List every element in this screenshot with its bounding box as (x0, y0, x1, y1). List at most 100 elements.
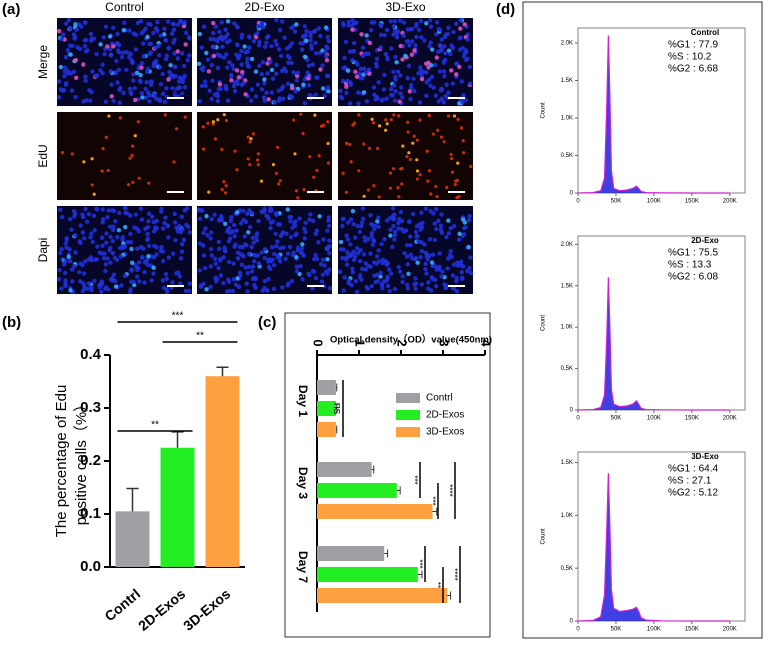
cell (450, 286, 455, 291)
cell (157, 65, 163, 70)
cell (313, 252, 318, 258)
cell (148, 79, 154, 84)
cell (461, 264, 466, 269)
error-bar (417, 570, 423, 579)
cell (165, 223, 171, 228)
cell (378, 32, 384, 38)
cell (88, 235, 93, 240)
cell (384, 218, 390, 223)
cell (321, 123, 326, 127)
cell (101, 256, 107, 261)
cell (407, 89, 412, 94)
bar (317, 504, 433, 519)
cell (309, 46, 314, 51)
cell (369, 234, 375, 239)
error-bar (335, 404, 338, 413)
cell (111, 208, 117, 214)
cell (209, 216, 214, 222)
cell (211, 30, 216, 36)
cell (278, 53, 284, 59)
cell (399, 218, 405, 224)
cell (300, 277, 305, 282)
cell (259, 250, 264, 255)
stat-label: %G2 : 6.68 (668, 64, 718, 75)
cell (241, 217, 246, 223)
cell (169, 31, 175, 36)
cell (376, 215, 381, 220)
cell (92, 192, 96, 196)
cell (361, 252, 367, 257)
cell (158, 33, 163, 38)
x-tick-label: 3 (437, 339, 452, 346)
cell (149, 214, 155, 219)
cell (233, 149, 237, 153)
cell (202, 265, 208, 271)
cell (91, 213, 97, 218)
cell (103, 262, 109, 267)
cell (322, 263, 327, 268)
cell (358, 247, 363, 253)
legend-label: 2D-Exos (426, 410, 464, 421)
cell (379, 98, 385, 103)
cell (439, 230, 445, 235)
cell (429, 192, 433, 196)
cell (113, 70, 118, 75)
cell (320, 86, 326, 91)
cell (264, 40, 269, 45)
cell (277, 27, 283, 33)
cell (245, 271, 251, 276)
cell (347, 101, 353, 106)
cell (262, 98, 267, 104)
error-bar (335, 425, 338, 434)
cell (304, 28, 309, 34)
cell (117, 87, 122, 93)
bar (317, 422, 336, 437)
cell (126, 183, 131, 187)
cell (427, 18, 433, 23)
cell (80, 230, 86, 235)
cell (121, 50, 126, 55)
row-label: Dapi (36, 238, 50, 263)
cell (352, 254, 358, 260)
cell (344, 233, 349, 238)
error-bar (396, 486, 401, 495)
cell (442, 140, 446, 144)
cell (289, 279, 295, 284)
cell (434, 32, 439, 37)
y-tick-label: 0.5K (561, 153, 573, 159)
cell (217, 29, 222, 35)
cell (391, 32, 396, 37)
cell (443, 94, 448, 99)
cell (449, 43, 454, 48)
cell (385, 283, 391, 289)
error-bar (432, 507, 438, 516)
cell (172, 51, 177, 56)
cell (288, 219, 293, 224)
cell (424, 21, 429, 26)
cell (137, 260, 142, 265)
cell (431, 132, 435, 136)
cell (93, 257, 98, 262)
cell (293, 152, 297, 156)
cell (227, 288, 232, 294)
cell (307, 272, 312, 278)
cell (294, 189, 299, 193)
cell (123, 210, 128, 216)
cell (298, 263, 303, 269)
cell (175, 56, 180, 61)
cell (429, 260, 435, 265)
cell (411, 141, 415, 145)
cell (145, 90, 151, 95)
cell (58, 250, 63, 256)
cell (353, 279, 359, 284)
significance-label: ns (331, 403, 343, 415)
cell (87, 88, 92, 93)
cell (90, 69, 95, 74)
cell (351, 48, 357, 54)
cell (268, 225, 273, 231)
cell (88, 38, 94, 43)
cell (260, 60, 266, 65)
cell (267, 208, 273, 214)
cell (280, 19, 285, 24)
cell (412, 256, 418, 262)
